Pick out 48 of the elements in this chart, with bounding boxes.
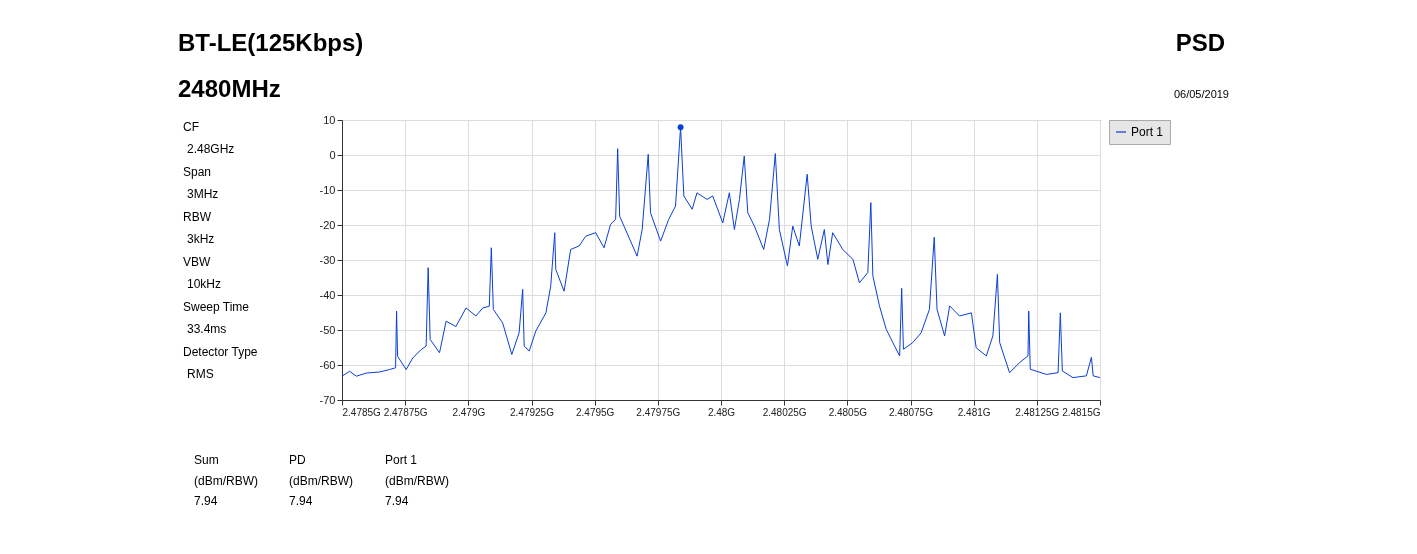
- text: 7.94: [385, 494, 409, 508]
- text: (dBm/RBW): [194, 473, 258, 488]
- x-tick-label: 2.47875G: [383, 406, 428, 418]
- text: (dBm/RBW): [385, 473, 449, 488]
- chart-subtitle: 2480MHz: [178, 75, 281, 102]
- y-tick-label: 0: [329, 148, 336, 161]
- text: VBW: [183, 255, 212, 269]
- text: PSD: [1175, 29, 1225, 56]
- legend-label: Port 1: [1131, 125, 1164, 139]
- y-tick-label: -30: [319, 253, 336, 266]
- text: 3MHz: [187, 187, 219, 201]
- y-tick-label: -50: [319, 323, 336, 336]
- y-tick-label: -10: [319, 183, 336, 196]
- text: 10kHz: [187, 277, 222, 291]
- x-tick-label: 2.479G: [452, 406, 486, 418]
- text: Detector Type: [183, 345, 258, 359]
- text: 7.94: [289, 494, 313, 508]
- y-tick-label: 10: [323, 113, 336, 126]
- x-tick-label: 2.47925G: [510, 406, 555, 418]
- x-tick-label: 2.4785G: [342, 406, 382, 418]
- text: 3kHz: [187, 232, 215, 246]
- x-tick-label: 2.4815G: [1062, 406, 1101, 418]
- x-tick-label: 2.4795G: [575, 406, 615, 418]
- text: (dBm/RBW): [289, 473, 353, 488]
- text: Sweep Time: [183, 300, 250, 314]
- x-tick-label: 2.4805G: [828, 406, 868, 418]
- text: 2.48GHz: [187, 142, 235, 156]
- x-tick-label: 2.48025G: [762, 406, 807, 418]
- text: PD: [289, 453, 306, 467]
- text: Sum: [194, 453, 219, 467]
- x-tick-label: 2.481G: [957, 406, 991, 418]
- text: RBW: [183, 210, 212, 224]
- y-tick-label: -60: [319, 358, 336, 371]
- x-tick-label: 2.48125G: [1015, 406, 1060, 418]
- text: 33.4ms: [187, 322, 227, 336]
- text: RMS: [187, 367, 214, 381]
- text: CF: [183, 120, 199, 134]
- text: 7.94: [194, 494, 218, 508]
- x-tick-label: 2.48075G: [889, 406, 934, 418]
- y-tick-label: -40: [319, 288, 336, 301]
- text: Port 1: [385, 453, 418, 467]
- text: 06/05/2019: [1173, 88, 1229, 100]
- y-tick-label: -70: [319, 393, 336, 406]
- text: Span: [183, 165, 212, 179]
- x-tick-label: 2.47975G: [636, 406, 681, 418]
- y-tick-label: -20: [319, 218, 336, 231]
- x-tick-label: 2.48G: [707, 406, 736, 418]
- chart-title: BT-LE(125Kbps): [178, 29, 364, 56]
